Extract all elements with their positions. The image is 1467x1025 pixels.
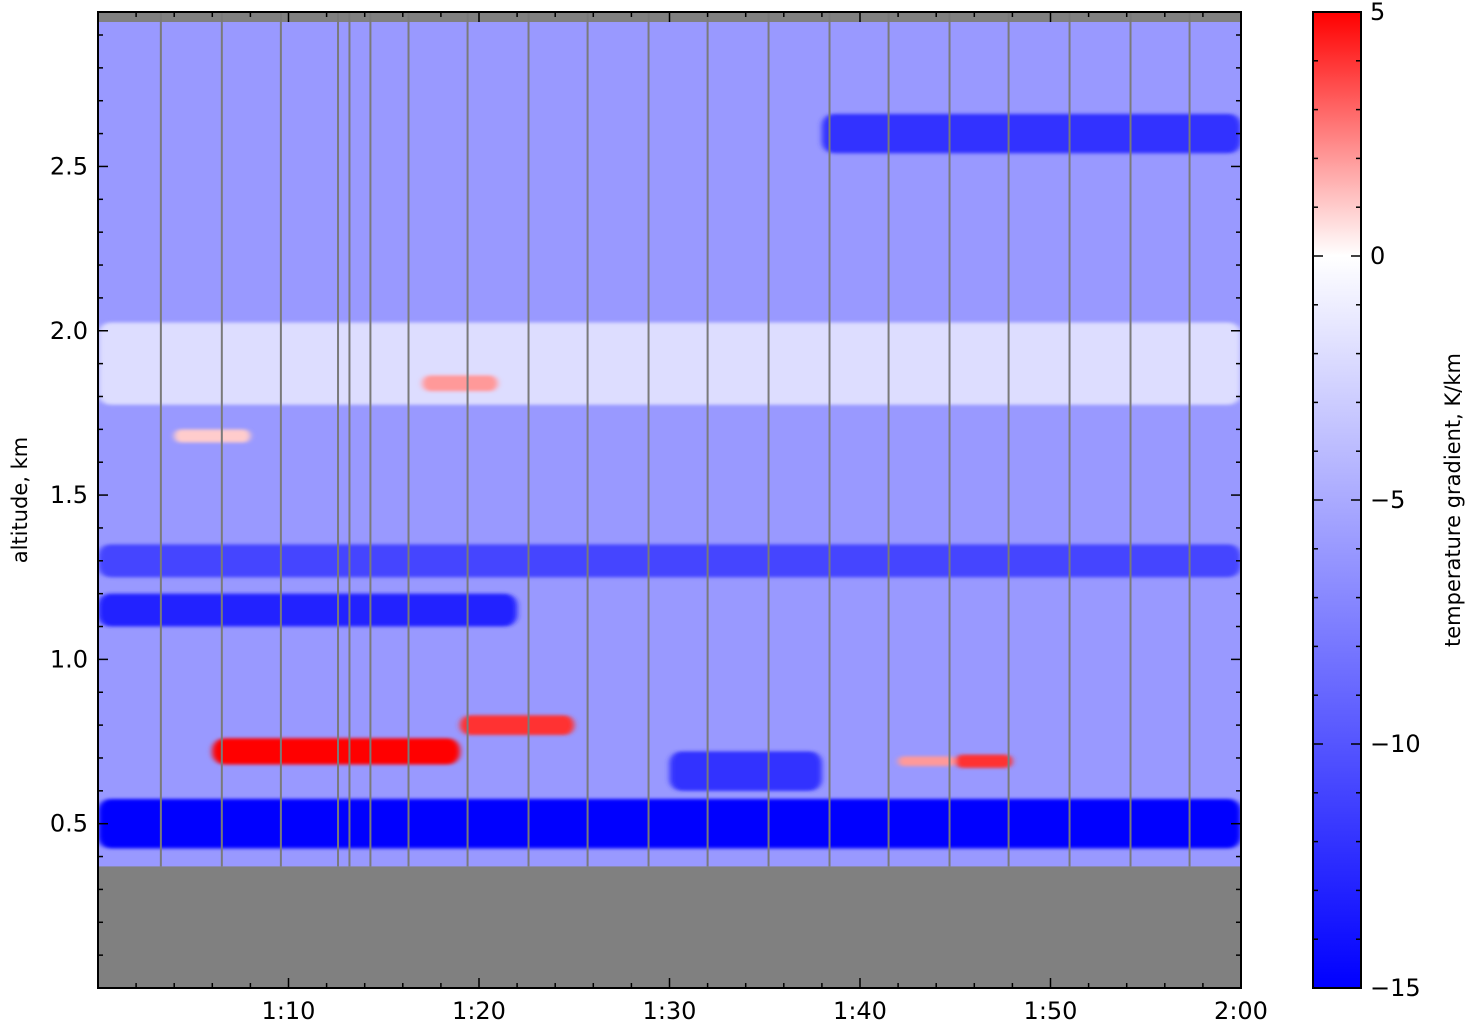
x-axis: 1:10 1:20 1:30 1:40 1:50 2:00 [135, 12, 1268, 1025]
colorbar-label: temperature gradient, K/km [1441, 353, 1465, 647]
y-tick-label: 1.5 [50, 481, 88, 509]
heatmap-feature [421, 375, 499, 392]
profile-lines [159, 12, 1191, 867]
plot-area [98, 12, 1241, 988]
colorbar-ticks: 5 0 −5 −10 −15 [1313, 0, 1421, 1002]
heatmap-feature [459, 715, 575, 735]
x-tick-label: 1:40 [833, 997, 887, 1025]
heatmap-feature [174, 429, 251, 443]
colorbar-tick-label: −5 [1370, 486, 1405, 514]
heatmap-feature [212, 738, 460, 765]
heatmap-feature [669, 751, 822, 791]
colorbar: 5 0 −5 −10 −15 temperature gradient, K/km [1312, 0, 1465, 1002]
x-tick-label: 1:20 [452, 997, 506, 1025]
y-axis: 0.5 1.0 1.5 2.0 2.5 [50, 34, 1241, 956]
heatmap-layers [98, 113, 1241, 849]
heatmap-feature [98, 799, 1241, 849]
y-tick-label: 2.0 [50, 317, 88, 345]
y-tick-label: 2.5 [50, 152, 88, 180]
colorbar-tick-label: 0 [1370, 242, 1385, 270]
colorbar-tick-label: −15 [1370, 974, 1421, 1002]
x-tick-label: 1:10 [262, 997, 316, 1025]
y-tick-label: 0.5 [50, 810, 88, 838]
colorbar-tick-label: 5 [1370, 0, 1385, 26]
heatmap-feature [98, 544, 1241, 578]
y-axis-label: altitude, km [8, 437, 32, 564]
heatmap-feature [821, 113, 1241, 154]
heatmap-feature [98, 593, 518, 627]
heatmap-feature [98, 322, 1241, 405]
y-tick-label: 1.0 [50, 645, 88, 673]
no-data-mask [98, 866, 1241, 988]
x-tick-label: 1:50 [1024, 997, 1078, 1025]
heatmap-feature [898, 756, 956, 767]
heatmap-feature [955, 754, 1013, 768]
x-tick-label: 1:30 [643, 997, 697, 1025]
colorbar-tick-label: −10 [1370, 730, 1421, 758]
x-tick-label: 2:00 [1214, 997, 1268, 1025]
